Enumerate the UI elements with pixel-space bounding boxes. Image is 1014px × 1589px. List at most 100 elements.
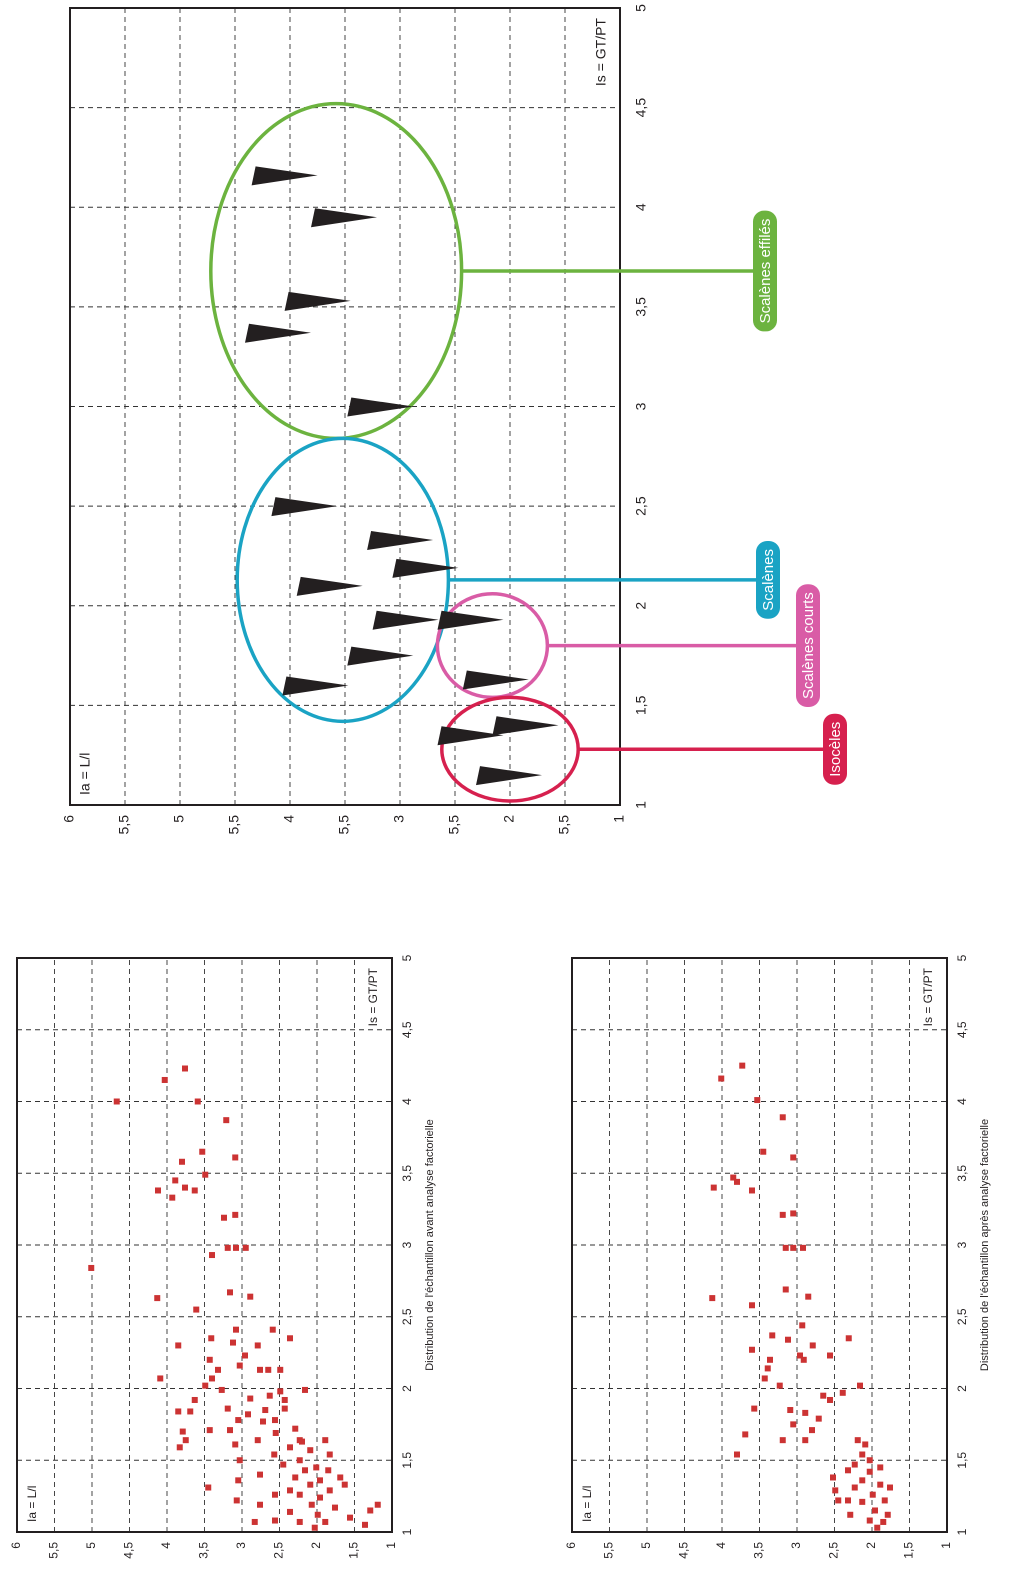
point (172, 1177, 179, 1184)
y-tick-label: 5 (84, 1542, 98, 1549)
x-tick-label: 1,5 (633, 695, 649, 715)
y-tick-label: 5 (639, 1542, 653, 1549)
point (247, 1293, 254, 1300)
point (367, 1507, 374, 1514)
point (851, 1461, 858, 1468)
point (790, 1421, 797, 1428)
point (88, 1264, 95, 1271)
y-tick-label: 5,5 (602, 1542, 616, 1559)
group-label: Isocèles (827, 722, 844, 777)
point (827, 1352, 833, 1359)
x-axis-label: Is = GT/PT (921, 967, 935, 1026)
x-tick-label: 2,5 (633, 496, 649, 516)
point (764, 1365, 771, 1372)
point (230, 1339, 236, 1346)
point (313, 1464, 320, 1471)
y-axis-label: Ia = L/l (77, 753, 93, 795)
y-tick-label: 5,5 (47, 1542, 61, 1559)
point (236, 1457, 243, 1464)
x-tick-label: 1 (633, 801, 649, 809)
triangle-point (284, 291, 351, 311)
y-tick-label: 2 (309, 1542, 323, 1549)
point (272, 1429, 279, 1436)
point (176, 1444, 183, 1451)
point (869, 1491, 876, 1498)
group-label: Scalènes (760, 549, 777, 611)
x-tick-label: 1,5 (955, 1452, 969, 1469)
point (845, 1467, 851, 1474)
point (215, 1366, 221, 1373)
point (221, 1214, 227, 1221)
x-tick-label: 2,5 (400, 1308, 414, 1325)
point (307, 1447, 314, 1454)
point (362, 1521, 368, 1528)
point (809, 1342, 816, 1349)
point (277, 1388, 284, 1395)
point (199, 1148, 206, 1155)
x-tick-label: 4 (633, 203, 649, 211)
y-tick-label: 3 (789, 1542, 803, 1549)
triangle-point (492, 716, 559, 736)
x-tick-label: 3 (955, 1241, 969, 1248)
point (223, 1117, 230, 1124)
triangle-point (347, 397, 414, 417)
point (779, 1211, 786, 1218)
x-tick-label: 1 (400, 1528, 414, 1535)
triangle-point (245, 323, 311, 343)
point (257, 1366, 263, 1373)
point (760, 1148, 767, 1155)
plot-frame (571, 957, 948, 1533)
y-tick-label: 4,5 (122, 1542, 136, 1559)
point (187, 1408, 194, 1415)
y-tick-label: 2 (501, 815, 517, 823)
point (260, 1418, 266, 1425)
y-tick-label: 1,5 (902, 1542, 916, 1559)
point (739, 1062, 746, 1069)
point (224, 1405, 231, 1412)
triangle-point (367, 530, 434, 550)
point (271, 1451, 278, 1458)
x-axis-label: Is = GT/PT (593, 18, 609, 87)
chart: 1 1,5 2 2,5 3 3,5 4 4,5 5 1 1,5 2 2,5 3 3,5 4 4,5 5 5,5 6 Ia… (564, 954, 991, 1558)
y-tick-label: 5,5 (226, 815, 242, 835)
point (302, 1386, 308, 1393)
point (308, 1501, 315, 1508)
point (296, 1491, 303, 1498)
point (269, 1326, 276, 1333)
point (272, 1417, 278, 1424)
point (332, 1504, 338, 1511)
point (218, 1386, 225, 1393)
point (754, 1097, 761, 1104)
point (161, 1076, 168, 1083)
point (815, 1415, 822, 1422)
point (257, 1501, 263, 1508)
point (314, 1511, 321, 1518)
point (859, 1451, 866, 1458)
group-label: Scalènes effilés (757, 219, 774, 324)
group-label-bg (756, 540, 780, 619)
triangle-point (372, 610, 439, 630)
point (287, 1508, 293, 1515)
point (182, 1065, 188, 1072)
triangle-point (311, 208, 377, 228)
point (155, 1187, 161, 1194)
point (205, 1484, 212, 1491)
point (887, 1484, 893, 1491)
x-tick-label: 2 (400, 1385, 414, 1392)
point (272, 1517, 278, 1524)
triangle-point (437, 610, 504, 630)
point (845, 1497, 851, 1504)
point (859, 1477, 866, 1484)
point (779, 1437, 786, 1444)
point (292, 1474, 299, 1481)
triangle-point (251, 166, 318, 186)
y-axis-label: Ia = L/l (580, 1486, 594, 1522)
point (374, 1501, 381, 1508)
x-tick-label: 2 (955, 1385, 969, 1392)
point (242, 1352, 248, 1359)
point (802, 1409, 809, 1416)
y-tick-label: 6 (564, 1542, 578, 1549)
x-tick-label: 3 (633, 402, 649, 410)
point (830, 1474, 836, 1481)
